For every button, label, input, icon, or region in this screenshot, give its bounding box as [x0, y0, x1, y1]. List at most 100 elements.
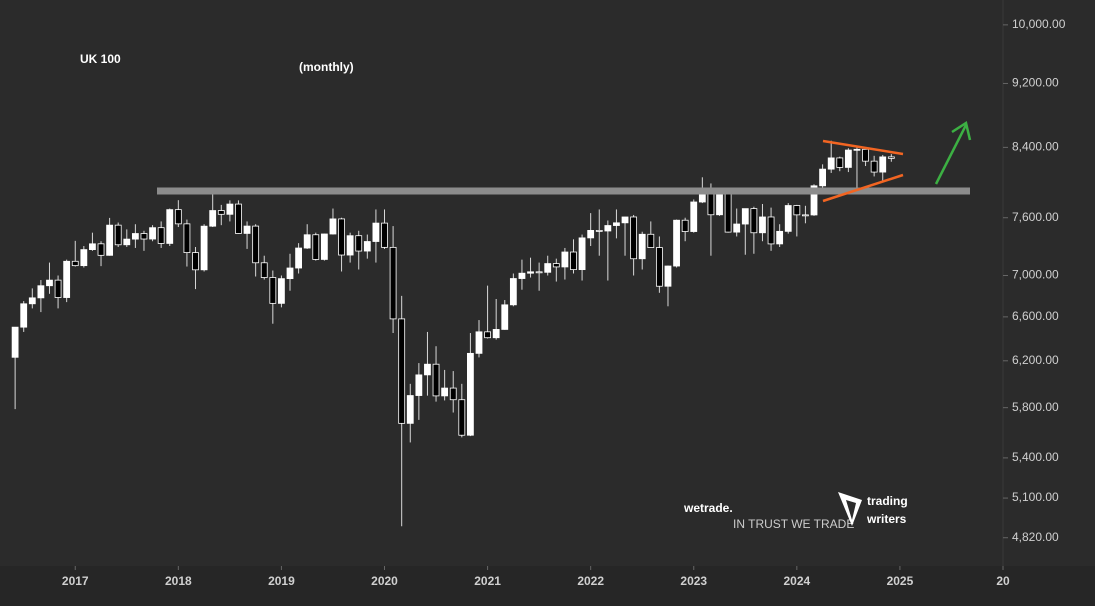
- candle-body: [89, 243, 96, 250]
- candle-body: [827, 157, 835, 170]
- candle-body: [655, 247, 663, 287]
- candle-body: [578, 237, 586, 271]
- candle-body: [673, 219, 680, 267]
- candle-body: [449, 387, 457, 401]
- candle-body: [484, 331, 491, 339]
- candle-body: [20, 303, 28, 328]
- candle-body: [587, 230, 595, 239]
- x-tick-label: 2024: [783, 574, 810, 588]
- candle-body: [741, 208, 749, 225]
- chart-title: UK 100: [80, 52, 121, 66]
- candle-body: [183, 223, 191, 253]
- candle-body: [664, 265, 672, 287]
- x-tick-label: 2020: [371, 574, 398, 588]
- y-tick-label: 10,000.00: [1012, 17, 1066, 31]
- candle-body: [630, 216, 638, 260]
- candle-body: [209, 210, 217, 227]
- y-tick-label: 8,400.00: [1012, 140, 1059, 154]
- candle-body: [312, 234, 320, 260]
- candle-body: [329, 218, 337, 235]
- candle-body: [750, 208, 758, 234]
- candle-body: [492, 329, 500, 339]
- candle-body: [424, 363, 431, 376]
- candle-body: [527, 271, 534, 274]
- y-tick-label: 5,800.00: [1012, 400, 1059, 414]
- candle-body: [338, 218, 345, 256]
- x-tick-label: 20: [996, 574, 1010, 588]
- candle-body: [793, 205, 801, 216]
- candle-body: [372, 222, 380, 242]
- candle-body: [363, 241, 371, 252]
- candle-body: [320, 233, 328, 260]
- candle-body: [346, 235, 354, 256]
- candle-body: [501, 304, 509, 330]
- candle-body: [269, 277, 277, 304]
- breakout-arrow: [934, 120, 972, 185]
- x-tick-label: 2022: [577, 574, 604, 588]
- y-tick-label: 4,820.00: [1012, 530, 1059, 544]
- candle-body: [157, 227, 165, 244]
- candle-body: [681, 219, 689, 232]
- candle-body: [784, 205, 792, 232]
- candle-body: [71, 260, 79, 267]
- candle-body: [638, 233, 646, 260]
- candle-body: [46, 279, 53, 287]
- candle-body: [252, 225, 260, 264]
- x-tick-label: 2023: [680, 574, 707, 588]
- plot: [11, 140, 895, 527]
- brand-icon: [838, 492, 862, 526]
- candle-body: [106, 224, 114, 256]
- candle-body: [295, 247, 302, 269]
- candle-body: [613, 222, 620, 226]
- candle-body: [853, 148, 861, 151]
- candle-body: [570, 251, 577, 271]
- y-tick-label: 6,600.00: [1012, 309, 1059, 323]
- candle-body: [458, 399, 466, 436]
- candle-body: [415, 374, 423, 396]
- candle-body: [776, 230, 784, 245]
- candle-body: [441, 387, 449, 397]
- candle-body: [406, 395, 414, 424]
- triangle-lower: [822, 173, 904, 203]
- candle-body: [11, 326, 19, 358]
- candle-body: [381, 222, 388, 248]
- candle-body: [707, 192, 715, 216]
- candle-body: [733, 223, 741, 233]
- candle-body: [724, 192, 732, 233]
- candle-body: [604, 225, 612, 232]
- candle-body: [475, 331, 483, 354]
- candle-body: [518, 272, 526, 279]
- candle-body: [535, 271, 543, 274]
- y-tick-label: 7,000.00: [1012, 268, 1059, 282]
- candle-body: [278, 278, 285, 304]
- x-tick-label: 2017: [62, 574, 89, 588]
- y-tick-label: 7,600.00: [1012, 210, 1059, 224]
- candle-body: [467, 352, 474, 436]
- x-tick-label: 2021: [474, 574, 501, 588]
- candle-body: [561, 251, 569, 268]
- candle-body: [260, 262, 268, 278]
- candle-body: [166, 209, 174, 244]
- candle-body: [509, 278, 517, 306]
- candle-body: [37, 285, 45, 299]
- candle-body: [131, 233, 139, 240]
- candle-body: [432, 363, 440, 397]
- y-tick-label: 5,400.00: [1012, 450, 1059, 464]
- brand-wetrade: wetrade.: [683, 501, 733, 515]
- triangle-upper: [822, 139, 904, 156]
- candle-body: [235, 203, 242, 234]
- candle-body: [80, 249, 88, 267]
- candle-body: [690, 201, 698, 232]
- candle-body: [54, 279, 62, 298]
- candle-body: [217, 210, 225, 215]
- candle-body: [716, 192, 723, 216]
- candle-body: [28, 297, 36, 305]
- candle-body: [149, 227, 156, 240]
- brand-trading: trading: [867, 494, 908, 508]
- candle-body: [63, 260, 71, 298]
- candle-body: [114, 224, 122, 246]
- candle-body: [836, 157, 844, 168]
- x-tick-label: 2018: [165, 574, 192, 588]
- candle-body: [355, 235, 363, 252]
